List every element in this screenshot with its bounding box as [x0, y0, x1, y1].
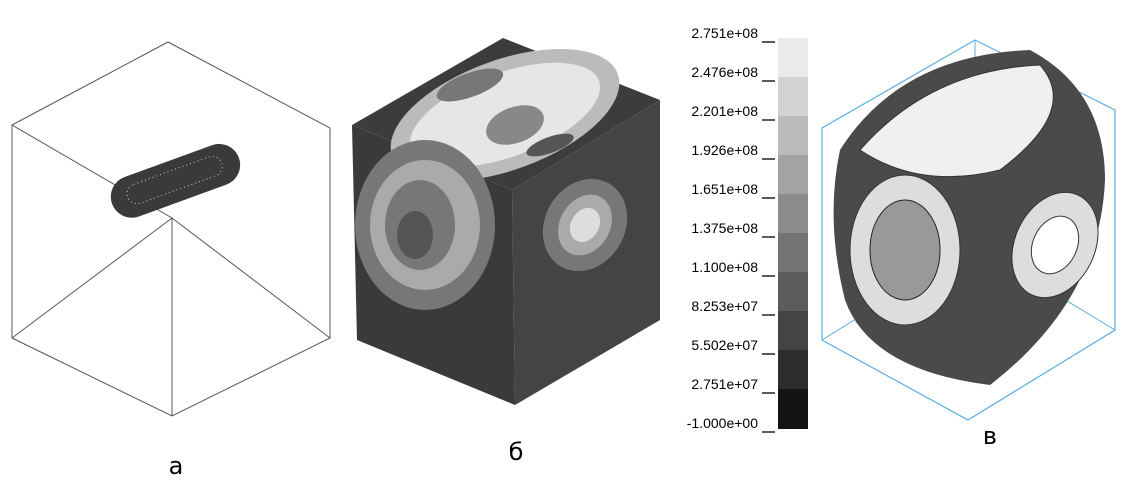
colorbar-swatch — [778, 155, 808, 195]
panel-label: в — [983, 422, 997, 450]
colorbar: 2.751e+08 2.476e+08 2.201e+08 1.926e+08 1.65… — [687, 25, 808, 432]
colorbar-swatch — [778, 38, 808, 78]
colorbar-label: 1.651e+08 — [691, 181, 758, 197]
panel-a-body — [105, 138, 246, 224]
colorbar-label: -1.000e+00 — [687, 415, 758, 431]
colorbar-label: 1.926e+08 — [691, 142, 758, 158]
figure: а б 2.751e+08 2.476e+08 2.201e+08 1.926e+08… — [0, 0, 1133, 486]
colorbar-swatch — [778, 389, 808, 429]
colorbar-label: 2.751e+07 — [691, 376, 758, 392]
colorbar-swatch — [778, 311, 808, 351]
colorbar-swatch — [778, 350, 808, 390]
colorbar-swatch — [778, 116, 808, 156]
panel-label: б — [509, 438, 524, 466]
panel-label: а — [169, 452, 184, 480]
panel-a-cube — [12, 42, 330, 416]
panel-b-cube — [352, 22, 660, 405]
panel-v-cube — [822, 40, 1115, 420]
colorbar-label: 5.502e+07 — [691, 337, 758, 353]
colorbar-swatch — [778, 272, 808, 312]
colorbar-label: 8.253e+07 — [691, 298, 758, 314]
colorbar-label: 1.375e+08 — [691, 220, 758, 236]
colorbar-label: 1.100e+08 — [691, 259, 758, 275]
colorbar-swatch — [778, 194, 808, 234]
colorbar-label: 2.201e+08 — [691, 103, 758, 119]
colorbar-label: 2.751e+08 — [691, 25, 758, 41]
colorbar-swatch — [778, 233, 808, 273]
colorbar-swatch — [778, 77, 808, 117]
colorbar-label: 2.476e+08 — [691, 64, 758, 80]
